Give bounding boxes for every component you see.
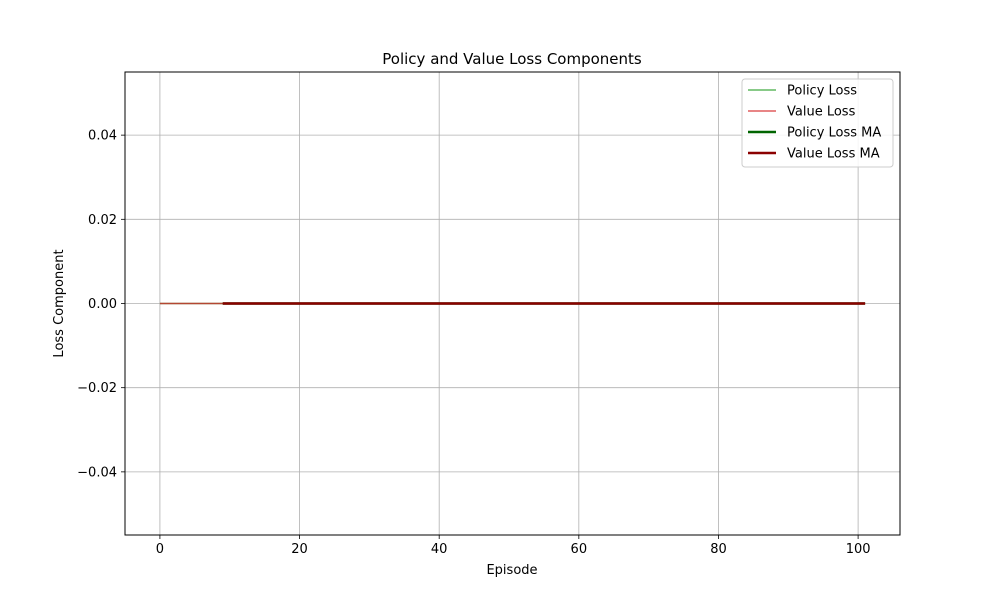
x-tick-label: 0 [156,542,164,557]
legend-label: Value Loss [787,105,856,120]
x-axis-label: Episode [486,563,537,578]
legend-label: Policy Loss [787,84,857,99]
legend-label: Value Loss MA [787,147,880,162]
y-tick-label: −0.04 [77,465,117,480]
tick-layer: 0 20 40 60 80 100 −0.04 −0.02 0.00 0.02 0.04 [77,129,870,557]
legend-box [741,78,894,168]
y-tick-label: 0.00 [88,297,117,312]
x-tick-label: 80 [710,542,727,557]
y-tick-label: 0.02 [88,213,117,228]
x-tick-label: 60 [571,542,588,557]
x-tick-label: 40 [431,542,448,557]
chart-title: Policy and Value Loss Components [382,50,642,68]
legend: Policy Loss Value Loss Policy Loss MA Value… [741,78,894,168]
legend-label: Policy Loss MA [787,126,881,141]
y-axis-label: Loss Component [52,249,67,357]
y-tick-label: 0.04 [88,129,117,144]
x-tick-label: 100 [846,542,871,557]
x-tick-label: 20 [291,542,308,557]
y-tick-label: −0.02 [77,381,117,396]
